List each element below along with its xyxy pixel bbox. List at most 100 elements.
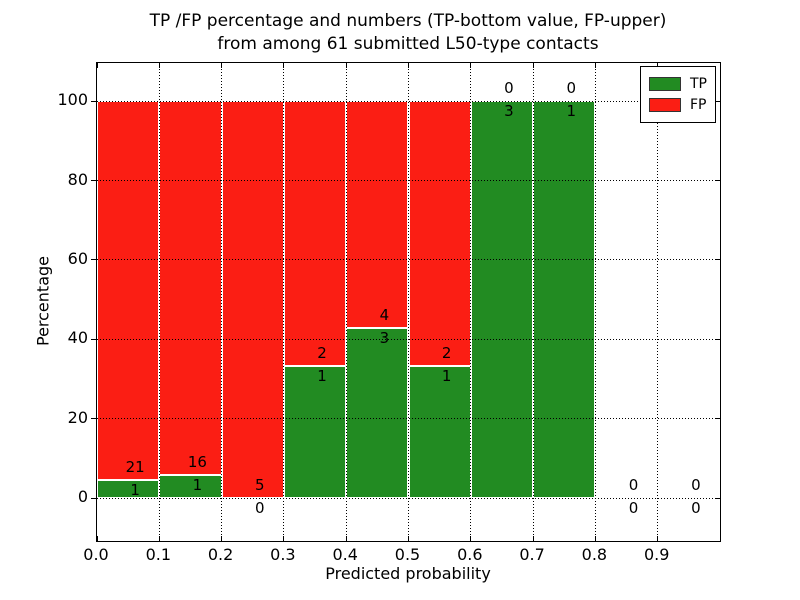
legend-item-fp: FP — [649, 95, 707, 115]
y-tick-mark — [91, 338, 96, 340]
y-tick-mark — [91, 497, 96, 499]
fp-count-label: 0 — [504, 79, 514, 98]
x-tick-mark — [345, 63, 347, 68]
x-tick-label: 0.9 — [643, 545, 670, 564]
x-tick-mark — [283, 63, 285, 68]
x-tick-label: 0.0 — [83, 545, 109, 564]
ticks-layer — [91, 63, 720, 541]
chart-title-line1: TP /FP percentage and numbers (TP-bottom… — [149, 11, 667, 31]
h-gridline — [97, 497, 720, 499]
tp-bar-segment — [533, 101, 596, 499]
legend: TP FP — [640, 66, 716, 123]
tp-legend-label: TP — [690, 76, 707, 92]
h-gridline — [97, 180, 720, 181]
tp-bar-segment — [283, 365, 347, 499]
v-gridline — [657, 63, 659, 541]
x-tick-mark — [657, 536, 659, 541]
fp-count-label: 4 — [379, 305, 390, 324]
y-tick-mark — [715, 180, 720, 181]
tp-bar-segment — [470, 101, 534, 499]
y-tick-label: 0 — [77, 487, 88, 507]
tp-legend-swatch — [649, 77, 681, 91]
y-tick-label: 40 — [67, 328, 88, 348]
x-tick-mark — [221, 536, 223, 541]
tp-count-label: 0 — [254, 499, 265, 518]
y-tick-label: 60 — [67, 248, 88, 268]
y-tick-label: 80 — [67, 169, 88, 189]
y-tick-mark — [715, 259, 720, 261]
v-gridline — [345, 63, 347, 541]
tp-bar-segment — [346, 327, 409, 499]
x-tick-mark — [345, 536, 347, 541]
fp-count-label: 5 — [254, 476, 265, 495]
x-tick-mark — [470, 536, 472, 541]
tp-count-label: 1 — [130, 481, 140, 500]
x-tick-label: 0.5 — [394, 545, 421, 564]
x-tick-label: 0.3 — [270, 545, 296, 564]
h-gridline — [97, 100, 720, 102]
x-tick-mark — [221, 63, 223, 68]
plot-area: 21 1 16 1 5 0 2 1 4 3 2 1 0 3 0 1 0 0 0 0 TP FP — [91, 62, 721, 542]
h-gridline — [97, 418, 720, 420]
fp-count-label: 0 — [566, 79, 577, 98]
x-tick-mark — [470, 63, 472, 68]
v-gridline — [283, 63, 285, 541]
x-tick-mark — [532, 63, 534, 68]
x-tick-label: 0.4 — [332, 545, 358, 564]
fp-bar-segment — [346, 101, 409, 328]
x-tick-label: 0.8 — [581, 545, 608, 564]
x-tick-mark — [96, 536, 98, 541]
fp-bar-segment — [221, 101, 284, 499]
fp-legend-swatch — [649, 98, 681, 112]
tp-count-label: 1 — [317, 366, 327, 385]
annotations-layer: 21 1 16 1 5 0 2 1 4 3 2 1 0 3 0 1 0 0 0 0 — [97, 63, 720, 541]
fp-count-label: 16 — [187, 452, 207, 471]
legend-item-tp: TP — [649, 74, 707, 94]
fp-legend-label: FP — [690, 97, 707, 113]
fp-bar-segment — [159, 101, 222, 475]
grid-layer — [97, 63, 720, 541]
fp-count-label: 2 — [441, 343, 452, 362]
x-tick-mark — [657, 63, 659, 68]
y-tick-mark — [91, 418, 96, 420]
y-tick-mark — [715, 418, 720, 420]
y-tick-mark — [715, 497, 720, 499]
x-tick-label: 0.2 — [207, 545, 234, 564]
y-tick-mark — [715, 338, 720, 340]
y-tick-label: 100 — [57, 90, 88, 110]
v-gridline — [532, 63, 534, 541]
y-tick-mark — [91, 180, 96, 181]
tp-count-label: 1 — [566, 102, 577, 121]
v-gridline — [594, 63, 596, 541]
y-tick-label: 20 — [67, 407, 88, 427]
tp-count-label: 1 — [192, 475, 203, 494]
x-tick-mark — [158, 536, 160, 541]
chart-title-line2: from among 61 submitted L50-type contact… — [217, 34, 599, 54]
chart-title: TP /FP percentage and numbers (TP-bottom… — [8, 10, 800, 56]
x-tick-mark — [532, 536, 534, 541]
fp-bar-segment — [283, 101, 347, 366]
v-gridline — [158, 63, 160, 541]
fp-bar-segment — [408, 101, 471, 366]
x-tick-mark — [283, 536, 285, 541]
tp-count-label: 3 — [504, 102, 514, 121]
y-tick-mark — [715, 100, 720, 102]
fp-count-label: 2 — [317, 343, 327, 362]
x-tick-mark — [594, 536, 596, 541]
fp-bar-segment — [97, 101, 160, 481]
x-tick-label: 0.6 — [457, 545, 483, 564]
x-tick-label: 0.1 — [145, 545, 172, 564]
x-tick-mark — [594, 63, 596, 68]
bars-layer — [97, 63, 720, 541]
tp-count-label: 3 — [379, 328, 390, 347]
x-tick-mark — [158, 63, 160, 68]
tp-count-label: 1 — [441, 366, 452, 385]
h-gridline — [97, 338, 720, 340]
tp-bar-segment — [408, 365, 471, 499]
x-tick-label: 0.7 — [519, 545, 545, 564]
tp-bar-segment — [97, 480, 160, 499]
fp-count-label: 0 — [691, 476, 701, 495]
tp-count-label: 0 — [628, 499, 639, 518]
x-tick-mark — [408, 536, 409, 541]
